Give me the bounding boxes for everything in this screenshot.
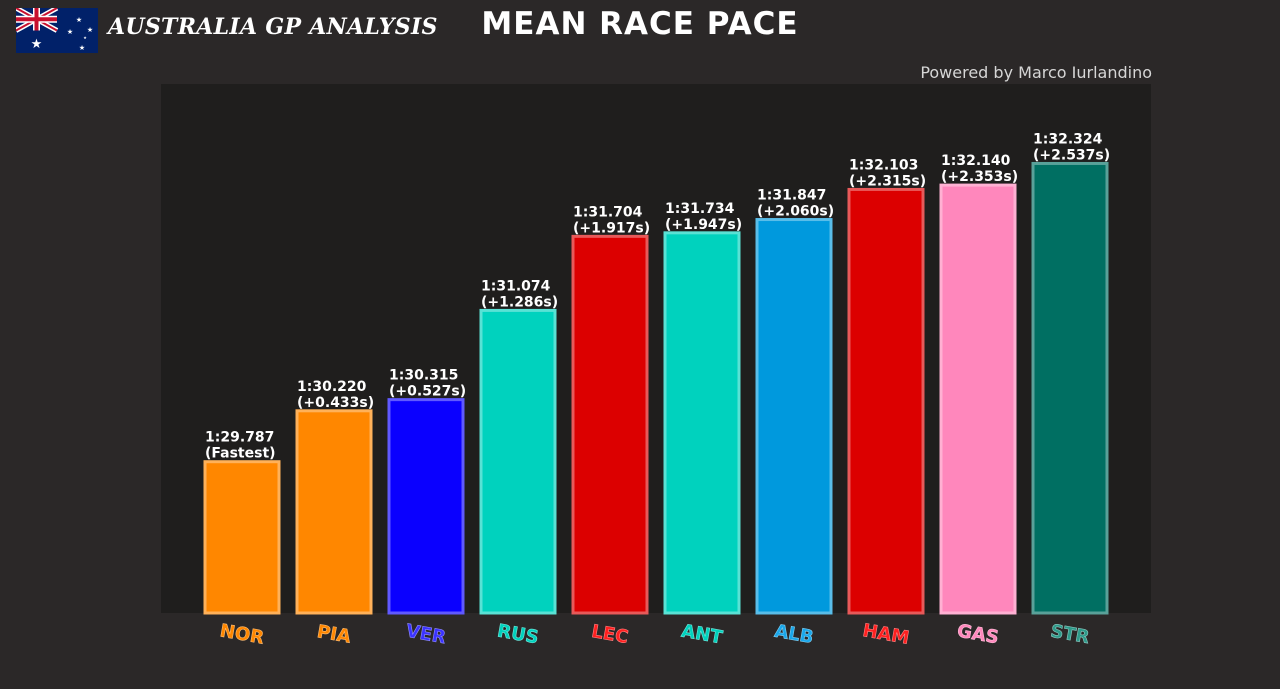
bar-ham: [847, 187, 925, 615]
bar-str: [1031, 161, 1109, 615]
australia-flag-icon: ★ ★ ★ ★ ★ ★: [16, 8, 98, 53]
tick-label-str: STR: [1049, 621, 1091, 648]
gap-label-ver: (+0.527s): [389, 384, 466, 400]
chart-title: MEAN RACE PACE: [481, 6, 799, 42]
gap-label-nor: (Fastest): [205, 446, 276, 462]
svg-text:★: ★: [67, 28, 73, 36]
bars-layer: [203, 161, 1109, 615]
tick-label-nor: NOR: [218, 620, 265, 648]
bar-gas: [939, 183, 1017, 615]
bar-nor: [203, 460, 281, 615]
svg-text:★: ★: [76, 16, 82, 24]
bar-ant: [663, 231, 741, 615]
x-tick-labels-layer: NOR PIA VER RUS LEC ANT ALB HAM GAS STR: [218, 620, 1091, 649]
svg-text:★: ★: [79, 44, 85, 52]
svg-text:★: ★: [31, 37, 43, 52]
tick-label-ver: VER: [404, 621, 447, 649]
time-label-nor: 1:29.787: [205, 430, 274, 446]
time-label-ham: 1:32.103: [849, 157, 918, 173]
tick-label-gas: GAS: [956, 621, 1001, 649]
gap-label-pia: (+0.433s): [297, 395, 374, 411]
gap-label-str: (+2.537s): [1033, 147, 1110, 163]
tick-label-ham: HAM: [861, 620, 911, 649]
time-label-pia: 1:30.220: [297, 379, 367, 395]
time-label-alb: 1:31.847: [757, 188, 826, 204]
tick-label-pia: PIA: [315, 621, 352, 648]
time-label-lec: 1:31.704: [573, 204, 643, 220]
gap-label-lec: (+1.917s): [573, 220, 650, 236]
bar-pia: [295, 409, 373, 615]
tick-label-alb: ALB: [773, 621, 815, 648]
time-label-ver: 1:30.315: [389, 368, 458, 384]
time-label-rus: 1:31.074: [481, 278, 551, 294]
gp-title: AUSTRALIA GP ANALYSIS: [108, 14, 438, 40]
gap-label-rus: (+1.286s): [481, 294, 558, 310]
gap-label-ham: (+2.315s): [849, 173, 926, 189]
time-label-ant: 1:31.734: [665, 201, 735, 217]
bar-alb: [755, 218, 833, 615]
data-labels-layer: 1:29.787(Fastest) 1:30.220(+0.433s) 1:30.3…: [205, 131, 1110, 461]
bar-lec: [571, 234, 649, 615]
gap-label-alb: (+2.060s): [757, 204, 834, 220]
gap-label-ant: (+1.947s): [665, 217, 742, 233]
bar-ver: [387, 398, 465, 615]
bar-rus: [479, 308, 557, 615]
tick-label-lec: LEC: [590, 621, 630, 648]
tick-label-ant: ANT: [680, 621, 725, 649]
time-label-str: 1:32.324: [1033, 131, 1103, 147]
tick-label-rus: RUS: [496, 621, 540, 649]
svg-text:★: ★: [87, 26, 93, 34]
svg-text:★: ★: [83, 35, 87, 40]
time-label-gas: 1:32.140: [941, 153, 1011, 169]
gap-label-gas: (+2.353s): [941, 169, 1018, 185]
credit-text: Powered by Marco Iurlandino: [920, 63, 1152, 82]
